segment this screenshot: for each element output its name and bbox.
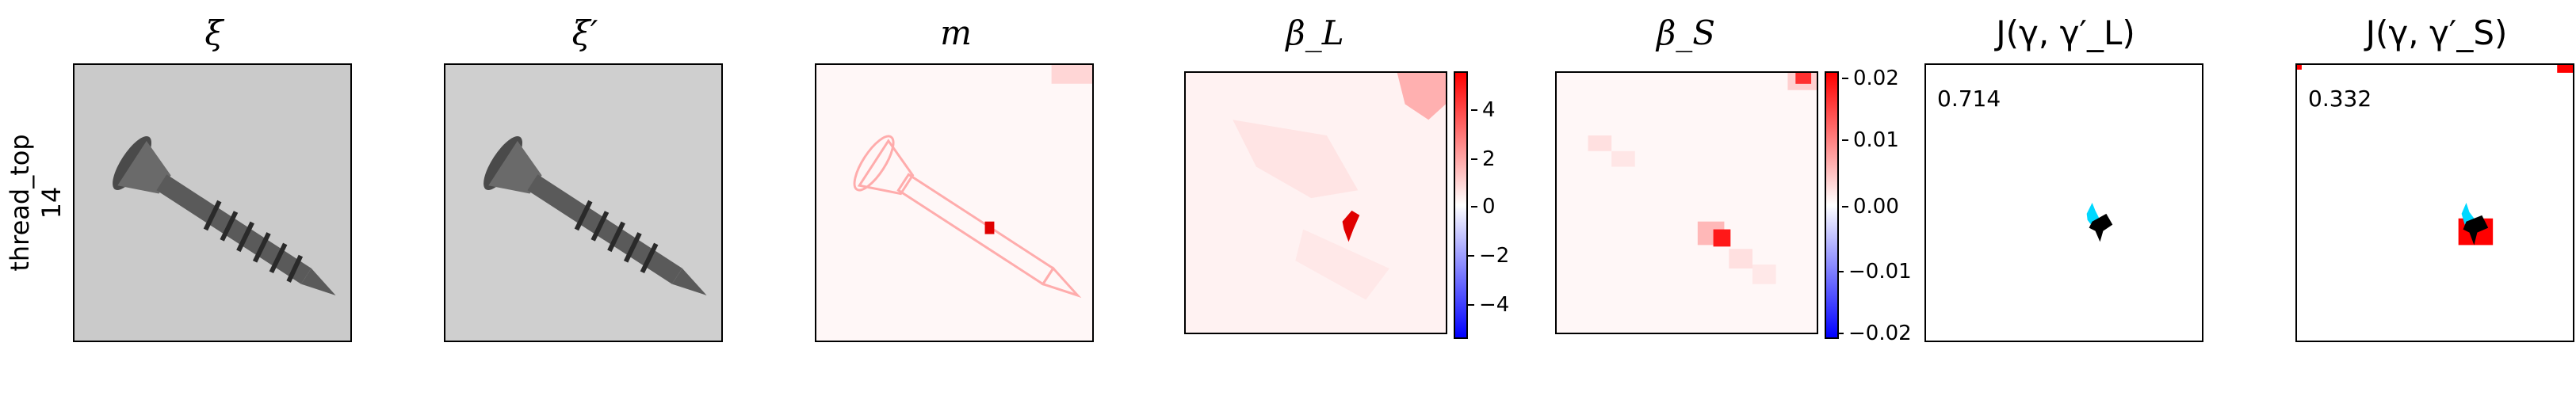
score-j-gamma-l: 0.714 (1937, 86, 2001, 112)
row-label-text: thread_top 14 (4, 134, 67, 271)
row-label-index: 14 (36, 186, 67, 219)
panel-j-gamma-l: 0.714 (1924, 63, 2203, 342)
panel-m-map (815, 63, 1094, 342)
score-j-gamma-s: 0.332 (2308, 86, 2372, 112)
tick-beta-l-neg4: −4 (1467, 293, 1510, 317)
title-j-gamma-l: J(γ, γ′_L) (1924, 10, 2207, 57)
title-xi-prime: ξ′ (571, 13, 598, 52)
panel-xi-image (73, 63, 352, 342)
title-beta-l: β_L (1286, 13, 1344, 52)
title-j-gamma-s-text: J(γ, γ′_S) (2365, 13, 2508, 52)
row-label: thread_top 14 (0, 63, 71, 342)
tick-beta-s-neg0.01: −0.01 (1837, 260, 1912, 284)
tick-beta-l-0: 0 (1471, 195, 1496, 219)
tick-beta-s-neg0.02: −0.02 (1837, 322, 1912, 345)
title-j-gamma-l-text: J(γ, γ′_L) (1996, 13, 2135, 52)
tick-beta-l-4: 4 (1471, 98, 1496, 122)
tick-beta-s-0.02: 0.02 (1842, 67, 1899, 90)
tick-beta-s-0.01: 0.01 (1842, 128, 1899, 152)
panel-beta-l-map (1184, 71, 1447, 334)
colorbar-beta-l (1454, 71, 1468, 339)
tick-beta-l-neg2: −2 (1467, 244, 1510, 268)
tick-beta-s-0.00: 0.00 (1842, 195, 1899, 219)
row-label-class: thread_top (5, 134, 35, 272)
panel-beta-s-map (1555, 71, 1818, 334)
title-m: m (940, 13, 972, 52)
title-xi: ξ (204, 13, 224, 52)
panel-j-gamma-s: 0.332 (2295, 63, 2574, 342)
panel-xi-prime-image (444, 63, 723, 342)
title-beta-s: β_S (1656, 13, 1716, 52)
tick-beta-l-2: 2 (1471, 147, 1496, 171)
colorbar-beta-s (1825, 71, 1839, 339)
title-j-gamma-s: J(γ, γ′_S) (2295, 10, 2576, 57)
